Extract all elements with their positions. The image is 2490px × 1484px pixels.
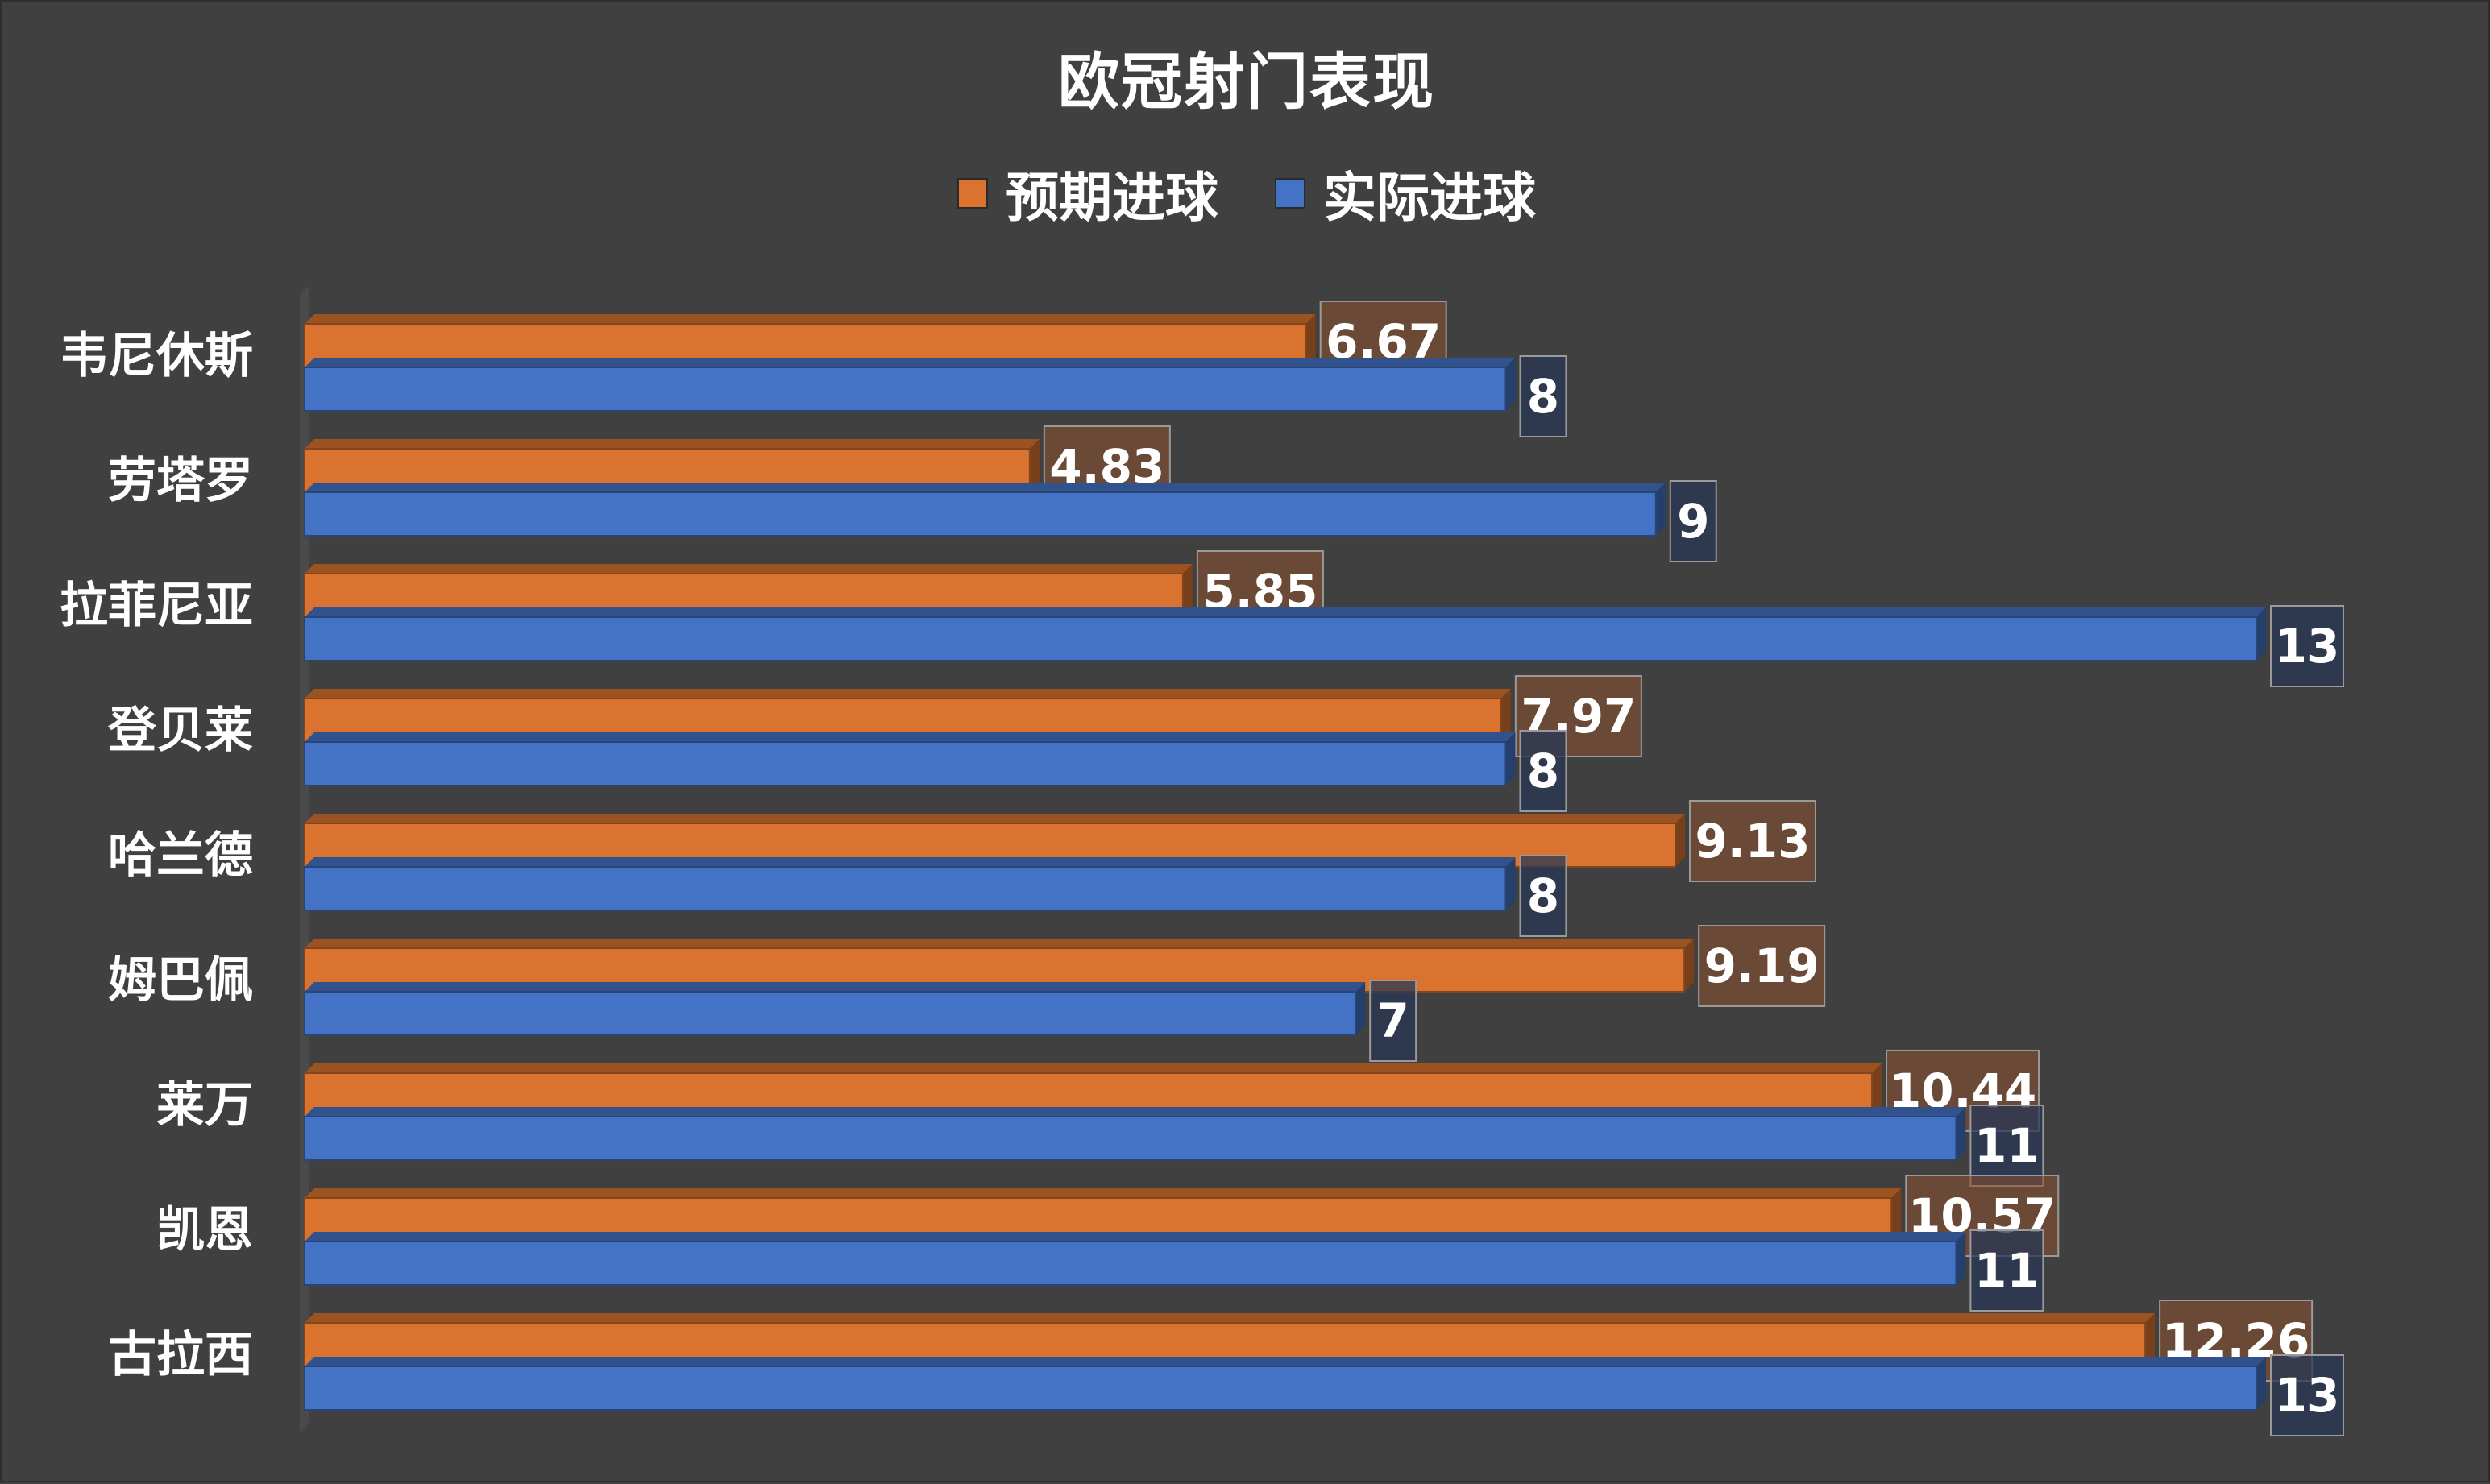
bar-top-face bbox=[305, 732, 1516, 742]
data-label-box bbox=[1688, 800, 1816, 882]
bar-end-face bbox=[1956, 1232, 1966, 1285]
bar-end-face bbox=[1355, 982, 1366, 1035]
bar-top-face bbox=[305, 564, 1193, 574]
legend-item-goals: 实际进球 bbox=[1275, 155, 1536, 232]
bar-actual-goals bbox=[304, 616, 2257, 661]
data-label: 9.19 bbox=[1704, 939, 1820, 993]
bar-top-face bbox=[305, 939, 1695, 948]
data-label-box bbox=[1369, 980, 1417, 1062]
data-label-box bbox=[2270, 1354, 2344, 1436]
bar-end-face bbox=[1505, 857, 1516, 910]
category-label: 登贝莱 bbox=[107, 703, 253, 759]
bar-top-face bbox=[305, 1063, 1882, 1073]
bar-actual-goals bbox=[304, 1241, 1957, 1286]
data-label-box bbox=[1969, 1229, 2044, 1312]
bar-actual-goals bbox=[304, 741, 1507, 786]
bar-end-face bbox=[2256, 607, 2266, 661]
bar-top-face bbox=[305, 857, 1516, 867]
bar-actual-goals bbox=[304, 1366, 2257, 1411]
bar-end-face bbox=[1029, 439, 1040, 492]
bar-end-face bbox=[1182, 564, 1193, 617]
bar-end-face bbox=[1872, 1063, 1882, 1117]
data-label-box bbox=[1519, 730, 1567, 812]
bar-top-face bbox=[305, 358, 1516, 367]
bar-end-face bbox=[1505, 358, 1516, 411]
bar-top-face bbox=[305, 607, 2266, 617]
bar-actual-goals bbox=[304, 491, 1657, 537]
data-label: 13 bbox=[2275, 619, 2340, 674]
data-label-box bbox=[1519, 355, 1567, 437]
legend-label-xg: 预期进球 bbox=[1006, 167, 1218, 229]
bar-end-face bbox=[1305, 314, 1316, 367]
bar-end-face bbox=[1956, 1107, 1966, 1160]
data-label: 7 bbox=[1376, 993, 1409, 1048]
bar-actual-goals bbox=[304, 1116, 1957, 1161]
bar-top-face bbox=[305, 314, 1316, 324]
category-label: 姆巴佩 bbox=[108, 952, 253, 1009]
bar-end-face bbox=[2256, 1357, 2266, 1410]
bar-top-face bbox=[305, 1313, 2156, 1323]
data-label-box bbox=[1519, 855, 1567, 937]
bar-end-face bbox=[1675, 814, 1685, 867]
data-label: 11 bbox=[1974, 1243, 2040, 1298]
category-label: 哈兰德 bbox=[108, 827, 253, 884]
category-label: 劳塔罗 bbox=[108, 453, 253, 509]
bar-end-face bbox=[1684, 939, 1695, 992]
data-label: 8 bbox=[1527, 369, 1559, 424]
category-label: 古拉西 bbox=[108, 1327, 253, 1383]
data-label-box bbox=[2270, 605, 2344, 687]
bar-end-face bbox=[1891, 1188, 1902, 1242]
bar-actual-goals bbox=[304, 367, 1507, 412]
bar-top-face bbox=[305, 1357, 2266, 1366]
bar-actual-goals bbox=[304, 866, 1507, 911]
bar-top-face bbox=[305, 689, 1511, 698]
data-label: 11 bbox=[1974, 1118, 2040, 1173]
category-label: 韦尼休斯 bbox=[60, 328, 253, 384]
bar-actual-goals bbox=[304, 991, 1357, 1036]
data-label: 9.13 bbox=[1695, 814, 1810, 868]
legend: 预期进球 实际进球 bbox=[2, 155, 2490, 232]
data-label-box bbox=[1669, 480, 1717, 562]
bar-top-face bbox=[305, 1188, 1902, 1198]
bar-top-face bbox=[305, 1232, 1966, 1242]
legend-swatch-xg bbox=[957, 178, 988, 209]
bar-end-face bbox=[1505, 732, 1516, 786]
bar-end-face bbox=[2145, 1313, 2156, 1366]
data-label: 9 bbox=[1677, 494, 1709, 549]
legend-swatch-goals bbox=[1275, 178, 1305, 209]
data-label: 13 bbox=[2275, 1368, 2340, 1423]
chart-title: 欧冠射门表现 bbox=[1058, 46, 1435, 118]
data-label: 8 bbox=[1527, 868, 1559, 923]
legend-item-xg: 预期进球 bbox=[957, 155, 1218, 232]
legend-label-goals: 实际进球 bbox=[1323, 167, 1536, 229]
data-label-box bbox=[1698, 925, 1826, 1007]
bar-end-face bbox=[1500, 689, 1511, 742]
category-label: 莱万 bbox=[156, 1077, 253, 1134]
bar-top-face bbox=[305, 1107, 1966, 1117]
category-label: 凯恩 bbox=[156, 1202, 253, 1258]
bar-end-face bbox=[1655, 483, 1666, 536]
category-label: 拉菲尼亚 bbox=[60, 578, 253, 634]
bar-top-face bbox=[305, 982, 1366, 992]
bar-top-face bbox=[305, 814, 1685, 823]
bar-top-face bbox=[305, 439, 1040, 449]
bar-top-face bbox=[305, 483, 1666, 492]
data-label: 8 bbox=[1527, 744, 1559, 798]
